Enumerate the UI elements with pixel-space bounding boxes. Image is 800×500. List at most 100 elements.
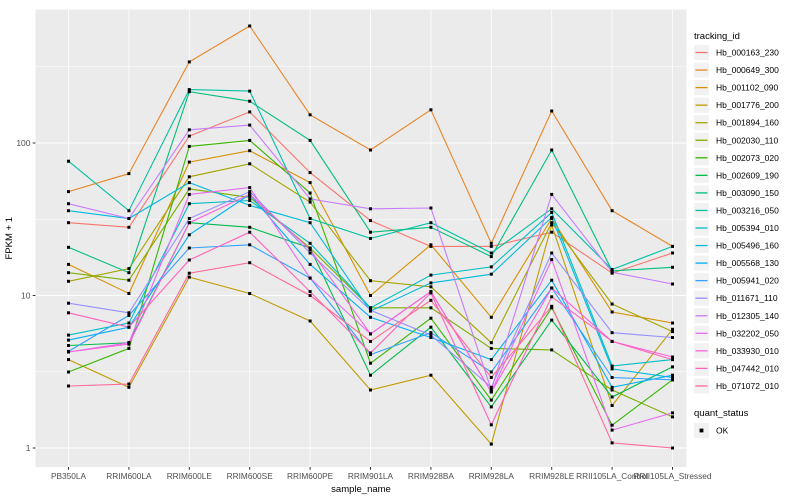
data-point <box>550 223 554 227</box>
data-point <box>127 321 131 325</box>
quant-ok-label: OK <box>716 426 729 436</box>
data-point <box>308 191 312 195</box>
data-point <box>369 306 372 310</box>
data-point <box>429 373 433 377</box>
data-point <box>67 279 70 283</box>
data-point <box>127 278 131 282</box>
data-point <box>127 313 131 317</box>
data-point <box>429 306 433 310</box>
data-point <box>67 344 70 347</box>
data-point <box>671 376 674 379</box>
data-point <box>610 423 614 427</box>
data-point <box>489 376 493 379</box>
legend-label: Hb_005394_010 <box>716 223 779 233</box>
data-point <box>248 110 252 114</box>
data-point <box>248 199 252 202</box>
data-point <box>369 361 372 365</box>
data-point <box>67 159 70 163</box>
legend-entry: Hb_000163_230 <box>694 45 779 60</box>
data-point <box>67 333 70 337</box>
data-point <box>248 195 252 199</box>
data-point <box>429 273 433 277</box>
data-point <box>369 236 372 240</box>
legend-label: Hb_003090_150 <box>716 188 779 198</box>
data-point <box>671 330 674 334</box>
data-point <box>550 109 554 113</box>
data-point <box>127 217 131 220</box>
data-point <box>67 245 70 249</box>
data-point <box>671 327 674 331</box>
data-point <box>187 233 191 237</box>
x-tick-label: RRII105LA_Stressed <box>634 471 712 481</box>
data-point <box>489 341 493 345</box>
data-point <box>308 197 312 201</box>
data-point <box>610 404 614 407</box>
data-point <box>369 388 372 392</box>
data-point <box>369 353 372 357</box>
data-point <box>429 285 433 289</box>
data-point <box>127 271 131 275</box>
legend-entry: Hb_071072_010 <box>694 378 779 394</box>
legend-entry: Hb_005941_020 <box>694 273 779 289</box>
data-point <box>610 270 614 274</box>
data-point <box>550 304 554 308</box>
data-point <box>67 350 70 354</box>
x-tick-label: RRIM928LA <box>469 471 515 481</box>
data-point <box>248 203 252 207</box>
data-point <box>489 272 493 276</box>
data-point <box>671 282 674 286</box>
legend-label: Hb_005496_160 <box>716 241 779 251</box>
data-point <box>248 261 252 265</box>
data-point <box>429 333 433 337</box>
data-point <box>489 423 493 427</box>
data-point <box>671 321 674 325</box>
data-point <box>610 441 614 445</box>
data-point <box>550 348 554 352</box>
legend-label: Hb_071072_010 <box>716 381 779 391</box>
data-point <box>550 295 554 299</box>
data-point <box>67 338 70 342</box>
data-point <box>187 181 191 185</box>
data-point <box>550 207 554 211</box>
data-point <box>308 241 312 245</box>
data-point <box>308 262 312 266</box>
data-point <box>489 241 493 245</box>
data-point <box>187 187 191 191</box>
x-tick-label: RRIM600SE <box>227 471 274 481</box>
data-point <box>369 230 372 234</box>
data-point <box>67 370 70 374</box>
y-axis-title: FPKM + 1 <box>4 217 15 260</box>
data-point <box>67 209 70 213</box>
legend-label: Hb_032202_050 <box>716 328 779 338</box>
data-point <box>610 302 614 306</box>
data-point <box>429 281 433 285</box>
data-point <box>489 385 493 389</box>
data-point <box>671 373 674 377</box>
data-point <box>67 311 70 315</box>
data-point <box>67 384 70 388</box>
data-point <box>67 202 70 206</box>
data-point <box>550 221 554 225</box>
data-point <box>308 221 312 225</box>
data-point <box>610 428 614 432</box>
data-point <box>369 207 372 211</box>
x-tick-label: RRIM600LA <box>106 471 152 481</box>
data-point <box>369 373 372 377</box>
data-point <box>610 367 614 371</box>
data-point <box>550 215 554 219</box>
legend-label: Hb_001894_160 <box>716 118 779 128</box>
data-point <box>550 258 554 262</box>
data-point <box>489 346 493 350</box>
data-point <box>248 89 252 93</box>
legend-entry: Hb_002073_020 <box>694 150 779 166</box>
data-point <box>308 251 312 255</box>
data-point <box>308 246 312 250</box>
legend-label: Hb_002030_110 <box>716 135 779 145</box>
data-point <box>369 351 372 355</box>
data-point <box>429 331 433 335</box>
data-point <box>550 278 554 282</box>
data-point <box>550 192 554 196</box>
legend-label: Hb_047442_010 <box>716 363 779 373</box>
data-point <box>187 275 191 279</box>
